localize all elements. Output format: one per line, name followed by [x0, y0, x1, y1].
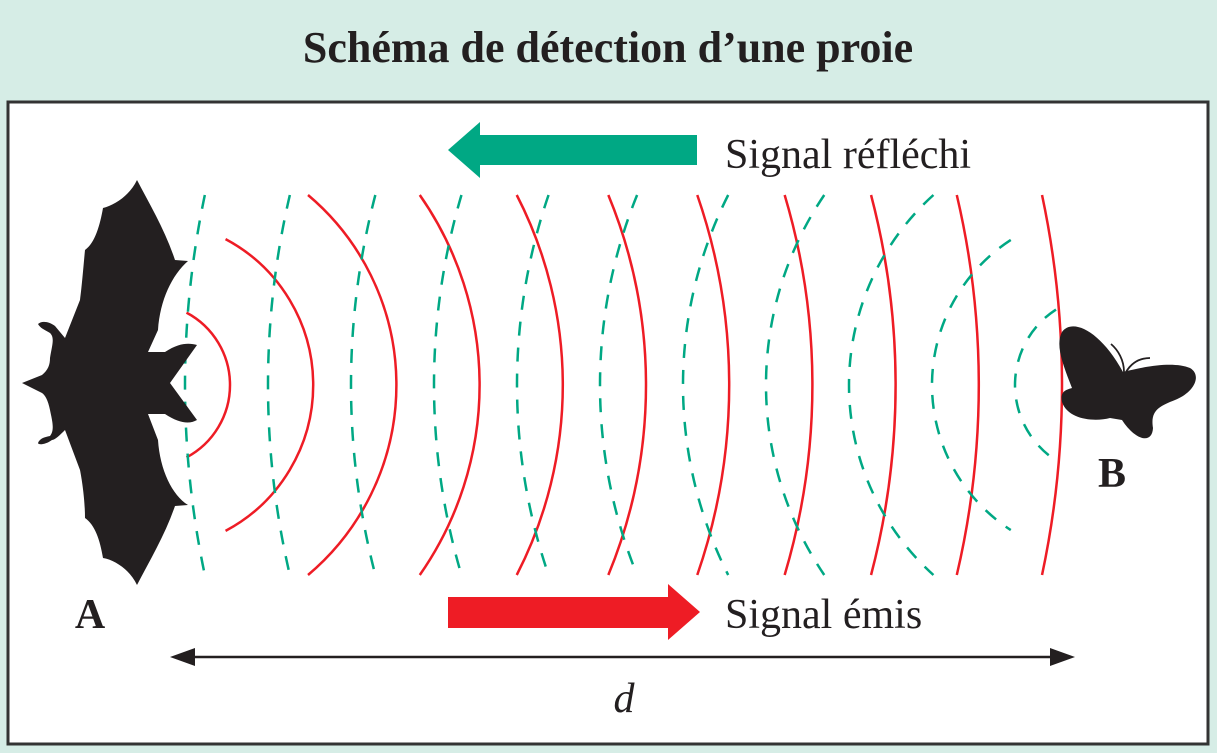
reflected-wave-arc: [349, 194, 377, 576]
emitted-wave-arc: [696, 194, 731, 576]
emitted-wave-arc: [224, 238, 315, 532]
emitted-wave-arc: [307, 194, 398, 576]
emitted-wave-arc: [869, 194, 897, 576]
reflected-wave-arc: [598, 194, 639, 576]
emitted-wave-arc: [607, 194, 648, 576]
reflected-wave-arc: [847, 194, 935, 576]
reflected-wave-arc: [183, 194, 207, 576]
emitted-signal-arrow: [448, 584, 700, 640]
emitted-wave-arc: [515, 194, 565, 576]
reflected-wave-arc: [681, 194, 730, 576]
butterfly-silhouette-icon: [1059, 326, 1196, 439]
reflected-wave-arc: [266, 194, 292, 576]
diagram-frame: [6, 100, 1210, 746]
diagram-title: Schéma de détection d’une proie: [303, 23, 913, 72]
reflected-wave-arc: [930, 238, 1012, 532]
emitted-signal-label: Signal émis: [725, 592, 922, 638]
reflected-waves: [183, 194, 1057, 576]
title-bar: [0, 0, 1217, 100]
distance-arrow: [170, 648, 1075, 666]
reflected-wave-arc: [764, 194, 826, 576]
emitted-wave-arc: [1040, 194, 1064, 576]
reflected-wave-arc: [515, 194, 550, 576]
reflected-signal-label: Signal réfléchi: [725, 132, 971, 178]
bat-silhouette-icon: [22, 180, 197, 585]
emitted-wave-arc: [418, 194, 481, 576]
reflected-wave-arc: [432, 194, 463, 576]
point-a-label: A: [75, 592, 106, 638]
emitted-wave-arc: [185, 311, 232, 459]
point-b-label: B: [1098, 451, 1126, 497]
emitted-wave-arc: [955, 194, 981, 576]
distance-label: d: [614, 676, 636, 722]
reflected-wave-arc: [1013, 308, 1057, 462]
reflected-signal-arrow: [448, 122, 697, 178]
